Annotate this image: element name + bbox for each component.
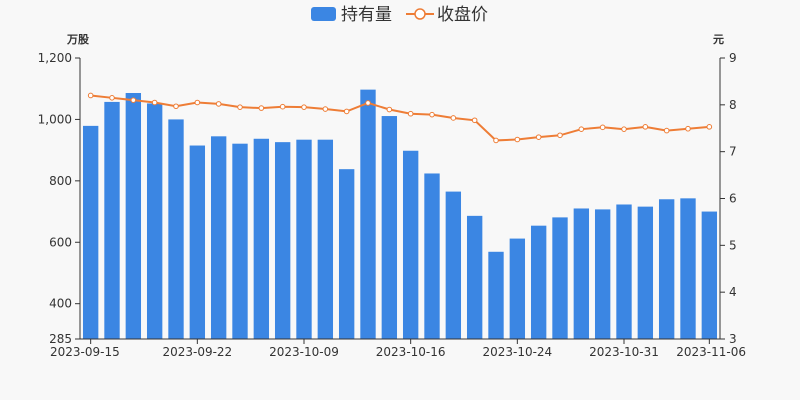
bar[interactable] <box>637 206 654 339</box>
bar[interactable] <box>573 208 590 339</box>
x-tick-label: 2023-10-09 <box>269 345 339 359</box>
bar[interactable] <box>616 204 632 339</box>
right-axis-ticks: 3 4 5 6 7 8 9 <box>720 51 737 346</box>
bar[interactable] <box>466 215 483 339</box>
price-point[interactable] <box>429 111 435 118</box>
bar[interactable] <box>189 145 206 339</box>
bar[interactable] <box>360 89 376 340</box>
price-point[interactable] <box>407 110 414 117</box>
bar[interactable] <box>424 173 440 339</box>
legend-marker-price[interactable] <box>414 8 426 20</box>
price-point[interactable] <box>663 127 670 134</box>
x-tick-label: 2023-09-22 <box>162 345 232 359</box>
x-tick-label: 2023-10-16 <box>376 345 446 359</box>
right-tick-label: 5 <box>729 238 737 252</box>
price-point[interactable] <box>109 95 115 101</box>
price-point[interactable] <box>514 136 521 143</box>
legend-swatch-holding[interactable] <box>311 7 336 21</box>
x-axis-labels: 2023-09-15 2023-09-22 2023-10-09 2023-10-16… <box>50 339 746 359</box>
price-point[interactable] <box>237 104 243 110</box>
x-tick-label: 2023-10-31 <box>589 345 659 359</box>
axes <box>79 58 721 340</box>
left-axis-unit: 万股 <box>66 33 90 46</box>
bar[interactable] <box>168 119 184 339</box>
legend[interactable]: 持有量 收盘价 <box>311 5 488 25</box>
price-point[interactable] <box>685 125 691 132</box>
bar[interactable] <box>125 93 142 340</box>
right-tick-label: 9 <box>729 51 737 65</box>
price-point[interactable] <box>130 97 137 103</box>
left-tick-label: 400 <box>49 297 72 311</box>
bar[interactable] <box>509 238 526 339</box>
price-point[interactable] <box>151 99 158 106</box>
price-point[interactable] <box>279 103 286 110</box>
left-tick-label: 600 <box>49 235 72 249</box>
price-polyline <box>90 94 710 142</box>
bar[interactable] <box>338 169 355 339</box>
price-point[interactable] <box>194 99 201 106</box>
bar[interactable] <box>552 217 568 339</box>
bar[interactable] <box>274 142 291 339</box>
right-axis-unit: 元 <box>713 33 724 46</box>
price-point[interactable] <box>301 104 307 110</box>
price-point[interactable] <box>386 106 393 113</box>
bar[interactable] <box>488 251 504 339</box>
bar[interactable] <box>104 101 120 339</box>
bar[interactable] <box>82 125 99 340</box>
bar[interactable] <box>296 139 312 339</box>
x-tick-label: 2023-11-06 <box>676 345 746 359</box>
legend-label-holding[interactable]: 持有量 <box>341 5 392 25</box>
holding-bars <box>82 89 718 340</box>
left-tick-label: 1,200 <box>38 51 72 65</box>
price-line <box>87 92 713 144</box>
bar[interactable] <box>701 211 718 339</box>
bar[interactable] <box>253 138 270 339</box>
right-tick-label: 8 <box>729 98 737 112</box>
price-point[interactable] <box>343 108 350 115</box>
right-tick-label: 3 <box>729 332 737 346</box>
price-point[interactable] <box>87 92 94 99</box>
price-point[interactable] <box>471 117 478 124</box>
right-tick-label: 4 <box>729 285 737 299</box>
bar[interactable] <box>146 103 163 340</box>
price-point[interactable] <box>493 137 499 144</box>
price-point[interactable] <box>215 101 222 107</box>
price-point[interactable] <box>578 126 585 132</box>
price-point[interactable] <box>642 124 649 130</box>
price-point[interactable] <box>621 126 627 132</box>
bar[interactable] <box>317 139 334 339</box>
bar[interactable] <box>210 136 227 339</box>
x-tick-label: 2023-09-15 <box>50 345 120 359</box>
price-point[interactable] <box>450 115 457 121</box>
left-tick-label: 800 <box>49 174 72 188</box>
price-point[interactable] <box>706 124 713 130</box>
right-tick-label: 7 <box>729 145 737 159</box>
legend-label-price[interactable]: 收盘价 <box>437 5 488 25</box>
price-point[interactable] <box>322 106 329 112</box>
bar[interactable] <box>232 143 248 339</box>
price-point[interactable] <box>599 124 606 131</box>
bar[interactable] <box>658 199 675 339</box>
price-point[interactable] <box>258 105 265 111</box>
bar[interactable] <box>381 116 398 339</box>
bar[interactable] <box>402 150 419 339</box>
left-tick-label: 285 <box>49 332 72 346</box>
x-tick-label: 2023-10-24 <box>482 345 552 359</box>
left-tick-label: 1,000 <box>38 112 72 126</box>
price-point[interactable] <box>173 103 179 110</box>
bar[interactable] <box>594 209 611 339</box>
bar[interactable] <box>680 198 696 339</box>
price-point[interactable] <box>365 100 371 106</box>
bar[interactable] <box>445 191 462 339</box>
left-axis-ticks: 285 400 600 800 1,000 1,200 <box>38 51 80 346</box>
price-point[interactable] <box>557 132 563 139</box>
price-point[interactable] <box>535 134 542 140</box>
bar[interactable] <box>530 225 547 339</box>
right-tick-label: 6 <box>729 192 737 206</box>
